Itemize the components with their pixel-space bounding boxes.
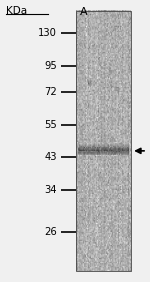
Text: 55: 55 xyxy=(44,120,57,131)
Text: 95: 95 xyxy=(44,61,57,71)
Text: 72: 72 xyxy=(44,87,57,98)
Text: 26: 26 xyxy=(44,227,57,237)
Text: 130: 130 xyxy=(38,28,57,38)
Text: 43: 43 xyxy=(45,152,57,162)
Text: 34: 34 xyxy=(45,184,57,195)
Text: KDa: KDa xyxy=(6,6,27,16)
Text: A: A xyxy=(80,7,88,17)
Bar xyxy=(76,11,130,271)
